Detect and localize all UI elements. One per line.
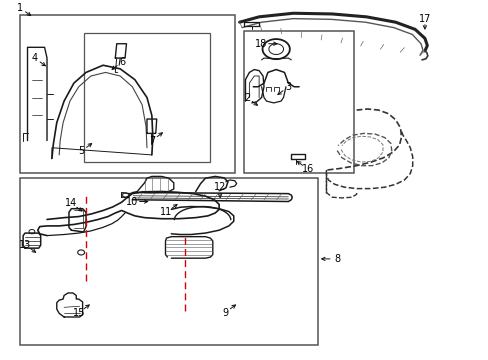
Text: 15: 15 xyxy=(72,308,85,318)
Bar xyxy=(20,15,234,173)
Text: 16: 16 xyxy=(301,164,313,174)
Text: 3: 3 xyxy=(285,82,291,92)
Bar xyxy=(83,33,210,162)
Text: 13: 13 xyxy=(19,239,31,249)
Text: 1: 1 xyxy=(17,3,23,13)
Bar xyxy=(244,31,353,173)
Text: 14: 14 xyxy=(65,198,78,208)
Text: 17: 17 xyxy=(418,14,430,24)
Text: 6: 6 xyxy=(119,57,125,67)
Bar xyxy=(20,178,317,345)
Text: 11: 11 xyxy=(160,207,172,217)
Text: 12: 12 xyxy=(213,182,226,192)
Text: 7: 7 xyxy=(148,136,155,145)
Text: 9: 9 xyxy=(222,308,227,318)
Text: 5: 5 xyxy=(78,146,84,156)
Text: 8: 8 xyxy=(333,254,340,264)
Text: 10: 10 xyxy=(126,197,138,207)
Text: 2: 2 xyxy=(244,93,249,103)
Text: 18: 18 xyxy=(255,39,267,49)
Text: 4: 4 xyxy=(32,53,38,63)
